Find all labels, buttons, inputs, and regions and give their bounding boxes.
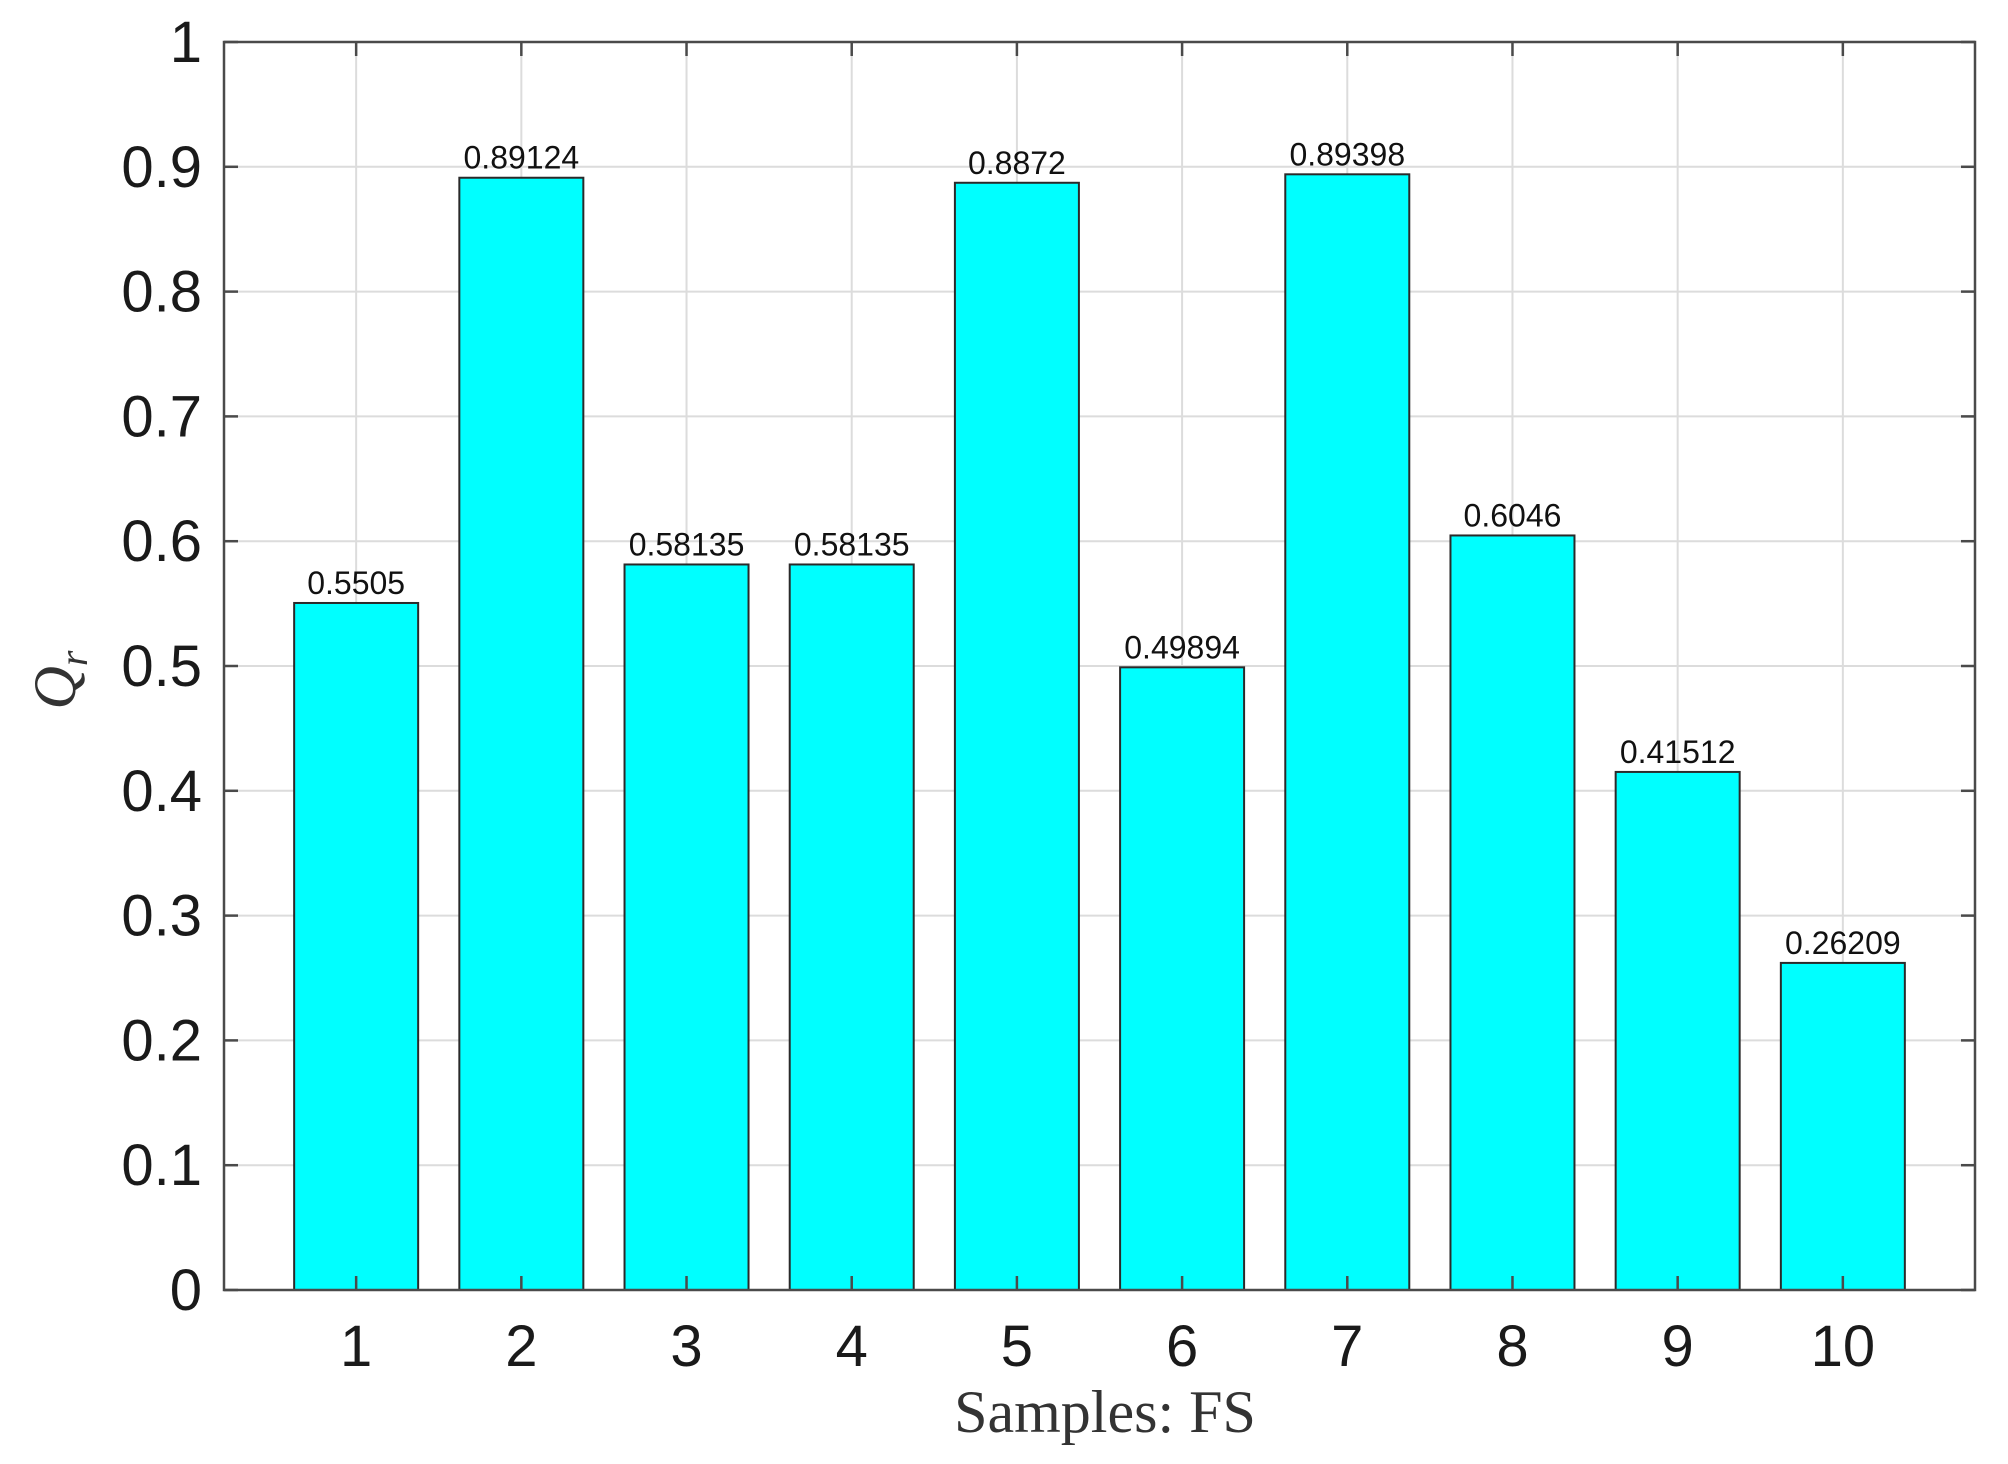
x-tick-label: 7 — [1331, 1314, 1363, 1379]
y-tick-label: 0.9 — [121, 135, 202, 200]
x-tick-label: 2 — [505, 1314, 537, 1379]
axes — [222, 40, 1977, 1292]
x-tick-label: 9 — [1662, 1314, 1694, 1379]
x-axis-title: Samples: FS — [954, 1379, 1256, 1445]
y-tick-label: 0.3 — [121, 884, 202, 949]
bar-value-label: 0.26209 — [1785, 925, 1901, 961]
y-tick-label: 0.5 — [121, 634, 202, 699]
bar-10 — [1779, 961, 1906, 1291]
y-tick-label: 0.6 — [121, 509, 202, 574]
x-tick-label: 10 — [1811, 1314, 1876, 1379]
x-tick-label: 3 — [670, 1314, 702, 1379]
y-tick-label: 0.2 — [121, 1008, 202, 1073]
bars — [293, 173, 1906, 1292]
axes-frame — [222, 40, 1977, 1292]
y-axis-title-main: Q — [22, 666, 88, 709]
bar-8 — [1449, 534, 1576, 1291]
y-axis-title-subscript: r — [51, 650, 96, 666]
bar-9 — [1614, 770, 1741, 1291]
bar-value-label: 0.6046 — [1464, 497, 1562, 533]
bar-value-label: 0.8872 — [968, 145, 1066, 181]
y-tick-label: 0 — [170, 1258, 202, 1323]
bar-4 — [788, 563, 915, 1291]
bar-2 — [458, 176, 585, 1292]
data-labels: 0.5505 0.89124 0.58135 0.58135 0.8872 0.49894… — [307, 136, 1900, 961]
bar-value-label: 0.58135 — [629, 526, 745, 562]
y-axis-title: Qr — [22, 650, 96, 709]
y-tick-label: 1 — [170, 10, 202, 75]
x-tick-label: 1 — [340, 1314, 372, 1379]
bar-6 — [1119, 666, 1246, 1291]
bar-7 — [1284, 173, 1411, 1291]
bar-value-label: 0.58135 — [794, 526, 910, 562]
bar-3 — [623, 563, 750, 1291]
x-tick-label: 6 — [1166, 1314, 1198, 1379]
bar-value-label: 0.89398 — [1289, 136, 1405, 172]
y-tick-label: 0.7 — [121, 384, 202, 449]
y-tick-label: 0.1 — [121, 1133, 202, 1198]
y-tick-label: 0.4 — [121, 759, 202, 824]
bar-value-label: 0.89124 — [464, 140, 580, 176]
x-tick-label: 4 — [836, 1314, 868, 1379]
bar-value-label: 0.41512 — [1620, 734, 1736, 770]
x-tick-label: 8 — [1496, 1314, 1528, 1379]
y-tick-label: 0.8 — [121, 260, 202, 325]
x-tick-label: 5 — [1001, 1314, 1033, 1379]
bar-5 — [953, 181, 1080, 1291]
bar-1 — [293, 601, 420, 1291]
bar-value-label: 0.5505 — [307, 565, 405, 601]
tick-labels: 0 0.1 0.2 0.3 0.4 0.5 0.6 0.7 0.8 0.9 1 1 2 3 4 5 6 7 8 9 10 — [121, 10, 1875, 1379]
bar-value-label: 0.49894 — [1124, 629, 1240, 665]
